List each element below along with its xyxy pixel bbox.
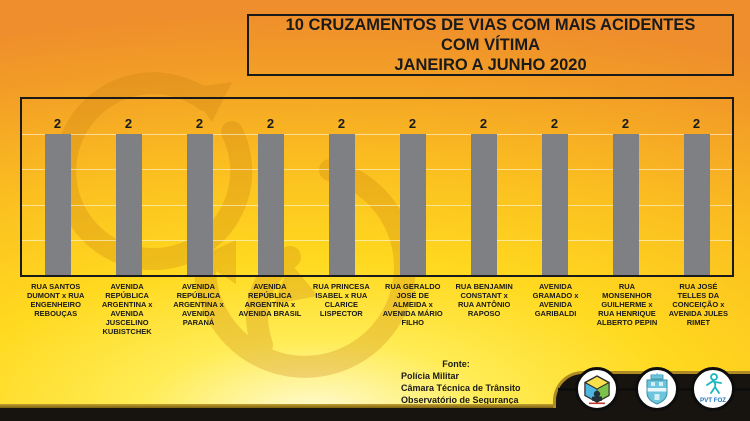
bar-cell: 2 [377,99,448,275]
city-crest-icon [646,373,668,405]
category-label: AVENIDA GRAMADO x AVENIDA GARIBALDI [532,282,579,318]
bar-cell: 2 [306,99,377,275]
bar [612,134,639,275]
bar-value-label: 2 [53,116,62,132]
bar-cell: 2 [93,99,164,275]
bar-value-label: 2 [621,116,630,132]
bar-value-label: 2 [195,116,204,132]
bar-cell: 2 [235,99,306,275]
title-line-1: 10 CRUZAMENTOS DE VIAS COM MAIS ACIDENTE… [285,16,696,34]
bar [257,134,284,275]
bar-value-label: 2 [550,116,559,132]
category-label: RUA MONSENHOR GUILHERME x RUA HENRIQUE A… [596,282,658,327]
bar-cell: 2 [22,99,93,275]
bar-value-label: 2 [266,116,275,132]
category-label: AVENIDA REPÚBLICA ARGENTINA x AVENIDA BR… [238,282,302,318]
bar-value-label: 2 [692,116,701,132]
pvt-foz-logo: PVT FOZ [691,367,735,411]
bar-value-label: 2 [337,116,346,132]
bar-cell: 2 [519,99,590,275]
source-line-2: Câmara Técnica de Trânsito [401,383,521,393]
title-line-2: COM VÍTIMA [441,36,540,54]
title-line-3: JANEIRO A JUNHO 2020 [394,56,587,74]
bar [44,134,71,275]
observatory-logo [575,367,619,411]
chart-title-box: 10 CRUZAMENTOS DE VIAS COM MAIS ACIDENTE… [247,14,734,76]
category-label: RUA BENJAMIN CONSTANT x RUA ANTÔNIO RAPO… [455,282,513,318]
source-line-1: Polícia Militar [401,371,460,381]
plot-area: 2 2 2 2 2 2 2 2 2 2 [20,97,734,277]
gridline [22,204,732,206]
category-label: RUA PRINCESA ISABEL x RUA CLARICE LISPEC… [312,282,370,318]
bar-cell: 2 [448,99,519,275]
bar [683,134,710,275]
city-crest-logo [635,367,679,411]
bar [541,134,568,275]
bar-cell: 2 [661,99,732,275]
category-labels-row: RUA SANTOS DUMONT x RUA ENGENHEIRO REBOU… [20,282,734,336]
bar [328,134,355,275]
source-label: Fonte: [442,359,470,369]
category-label: RUA JOSÉ TELLES DA CONCEIÇÃO x AVENIDA J… [668,282,728,327]
observatory-cube-icon [584,375,610,405]
category-label: RUA GERALDO JOSÉ DE ALMEIDA x AVENIDA MÁ… [382,282,443,327]
category-label: AVENIDA REPÚBLICA ARGENTINA x AVENIDA PA… [173,282,224,327]
source-line-3: Observatório de Segurança [401,395,519,405]
source-block: Fonte: Polícia Militar Câmara Técnica de… [401,358,551,406]
bar [115,134,142,275]
walking-person-icon: PVT FOZ [700,373,726,404]
category-label: RUA SANTOS DUMONT x RUA ENGENHEIRO REBOU… [26,282,85,318]
category-label: AVENIDA REPÚBLICA ARGENTINA x AVENIDA JU… [101,282,153,336]
bar-value-label: 2 [408,116,417,132]
bar [186,134,213,275]
pvt-foz-label: PVT FOZ [700,397,726,404]
bottom-black-band [0,408,750,421]
bar [399,134,426,275]
bar-cell: 2 [590,99,661,275]
gridline [22,134,732,136]
gridline [22,239,732,241]
bar [470,134,497,275]
bar-cell: 2 [164,99,235,275]
bar-value-label: 2 [479,116,488,132]
gridline [22,169,732,171]
gold-divider-strip [0,404,750,408]
bar-value-label: 2 [124,116,133,132]
